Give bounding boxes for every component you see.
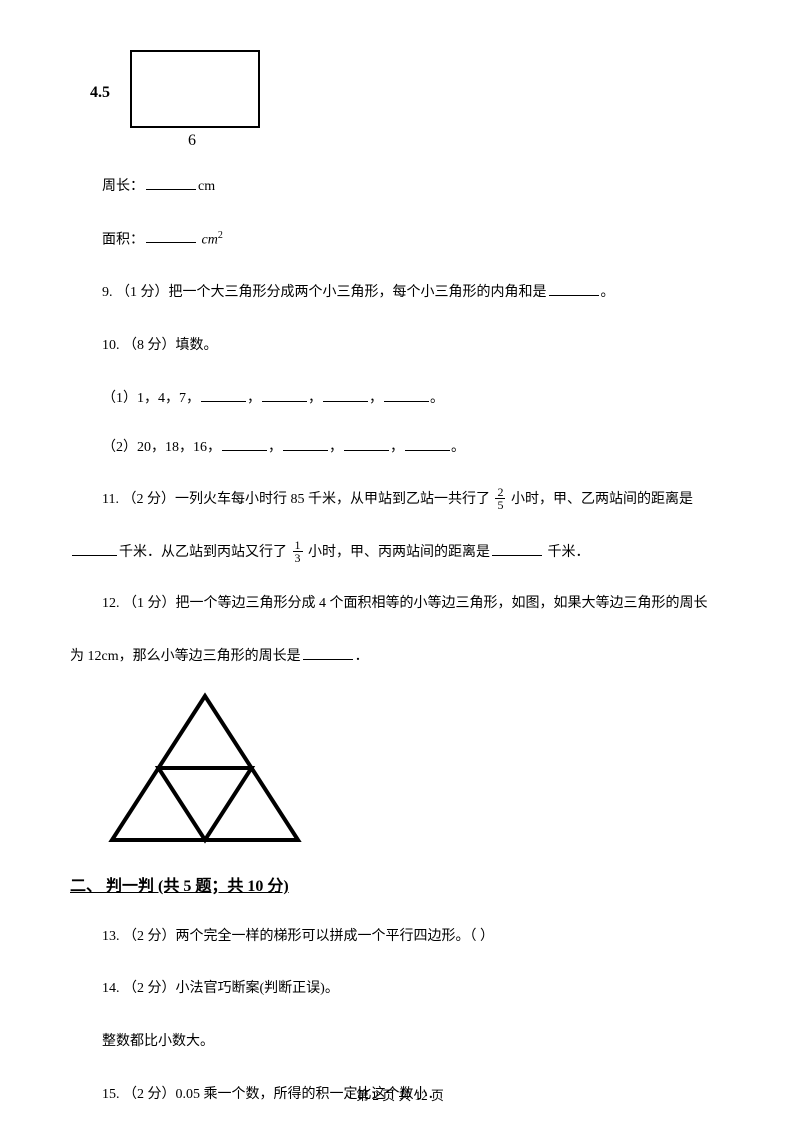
q13-text: 13. （2 分）两个完全一样的梯形可以拼成一个平行四边形。（ ） xyxy=(102,929,494,944)
triangle-svg xyxy=(100,688,310,848)
q10-sep2: ， xyxy=(308,391,322,406)
rect-left-label: 4.5 xyxy=(90,80,110,106)
q10-p2-prefix: （2）20，18，16， xyxy=(102,440,221,455)
section-2-title: 二、 判一判 (共 5 题；共 10 分) xyxy=(70,878,289,895)
q11-blank1 xyxy=(72,542,117,556)
rectangle-figure: 4.5 6 xyxy=(90,50,730,150)
q12-l2a: 为 12cm，那么小等边三角形的周长是 xyxy=(70,649,301,664)
q14-text: 14. （2 分）小法官巧断案(判断正误)。 xyxy=(102,981,339,996)
perimeter-unit: cm xyxy=(198,179,215,194)
question-12-line2: 为 12cm，那么小等边三角形的周长是 ． xyxy=(70,642,730,673)
question-11: 11. （2 分）一列火车每小时行 85 千米，从甲站到乙站一共行了 25 小时… xyxy=(102,485,730,516)
q12-l2b: ． xyxy=(355,649,369,664)
q11-seg2: 小时，甲、乙两站间的距离是 xyxy=(507,492,693,507)
question-14-sub: 整数都比小数大。 xyxy=(102,1027,730,1058)
q11-frac2-num: 1 xyxy=(293,539,303,552)
q10-end1: 。 xyxy=(430,391,444,406)
q11-frac2: 13 xyxy=(293,539,303,564)
q10-sep1: ， xyxy=(247,391,261,406)
q10-p1-b3 xyxy=(323,388,368,402)
question-9: 9. （1 分）把一个大三角形分成两个小三角形，每个小三角形的内角和是 。 xyxy=(102,278,730,309)
perimeter-label: 周长： xyxy=(102,179,144,194)
q10-p1-b4 xyxy=(384,388,429,402)
q12-blank xyxy=(303,646,353,660)
question-10-header: 10. （8 分）填数。 xyxy=(102,331,730,362)
question-14: 14. （2 分）小法官巧断案(判断正误)。 xyxy=(102,974,730,1005)
q9-prefix: 9. （1 分）把一个大三角形分成两个小三角形，每个小三角形的内角和是 xyxy=(102,285,547,300)
q10-p2-b4 xyxy=(405,437,450,451)
q10-header-text: 10. （8 分）填数。 xyxy=(102,338,218,353)
question-10-part1: （1）1，4，7， ， ， ， 。 xyxy=(102,384,730,415)
q11-frac2-den: 3 xyxy=(293,552,303,564)
q11-blank2 xyxy=(492,542,542,556)
q10-sep5: ， xyxy=(329,440,343,455)
q10-p1-b2 xyxy=(262,388,307,402)
q11-seg3: 千米．从乙站到丙站又行了 xyxy=(119,545,291,560)
q10-end2: 。 xyxy=(451,440,465,455)
perimeter-line: 周长： cm xyxy=(102,172,730,203)
q11-frac1-num: 2 xyxy=(495,486,505,499)
q14-sub-text: 整数都比小数大。 xyxy=(102,1034,214,1049)
question-13: 13. （2 分）两个完全一样的梯形可以拼成一个平行四边形。（ ） xyxy=(102,922,730,953)
area-unit-exp: 2 xyxy=(218,230,223,241)
rectangle-box xyxy=(130,50,260,128)
q11-frac1-den: 5 xyxy=(495,499,505,511)
q10-p1-b1 xyxy=(201,388,246,402)
q10-sep6: ， xyxy=(390,440,404,455)
q12-l1: 12. （1 分）把一个等边三角形分成 4 个面积相等的小等边三角形，如图，如果… xyxy=(102,596,708,611)
page-footer: 第 2 页 共 12 页 xyxy=(0,1086,800,1107)
q11-seg1: 11. （2 分）一列火车每小时行 85 千米，从甲站到乙站一共行了 xyxy=(102,492,493,507)
q10-p2-b3 xyxy=(344,437,389,451)
q10-sep3: ， xyxy=(369,391,383,406)
perimeter-blank xyxy=(146,176,196,190)
q11-seg5: 千米． xyxy=(544,545,590,560)
q10-p2-b1 xyxy=(222,437,267,451)
q10-p2-b2 xyxy=(283,437,328,451)
question-10-part2: （2）20，18，16， ， ， ， 。 xyxy=(102,433,730,464)
area-label: 面积： xyxy=(102,232,144,247)
question-11-line2: 千米．从乙站到丙站又行了 13 小时，甲、丙两站间的距离是 千米． xyxy=(70,538,730,569)
rect-bottom-label: 6 xyxy=(188,128,196,154)
q9-blank xyxy=(549,282,599,296)
q10-p1-prefix: （1）1，4，7， xyxy=(102,391,200,406)
area-blank xyxy=(146,229,196,243)
q11-frac1: 25 xyxy=(495,486,505,511)
section-2-header: 二、 判一判 (共 5 题；共 10 分) xyxy=(70,874,730,900)
footer-text: 第 2 页 共 12 页 xyxy=(356,1088,444,1103)
q10-sep4: ， xyxy=(268,440,282,455)
triangle-inner xyxy=(159,768,252,840)
q9-suffix: 。 xyxy=(601,285,615,300)
triangle-figure xyxy=(100,688,730,856)
question-12-line1: 12. （1 分）把一个等边三角形分成 4 个面积相等的小等边三角形，如图，如果… xyxy=(102,589,730,620)
area-line: 面积： cm2 xyxy=(102,225,730,256)
q11-seg4: 小时，甲、丙两站间的距离是 xyxy=(305,545,491,560)
area-unit-base: cm xyxy=(202,232,218,247)
